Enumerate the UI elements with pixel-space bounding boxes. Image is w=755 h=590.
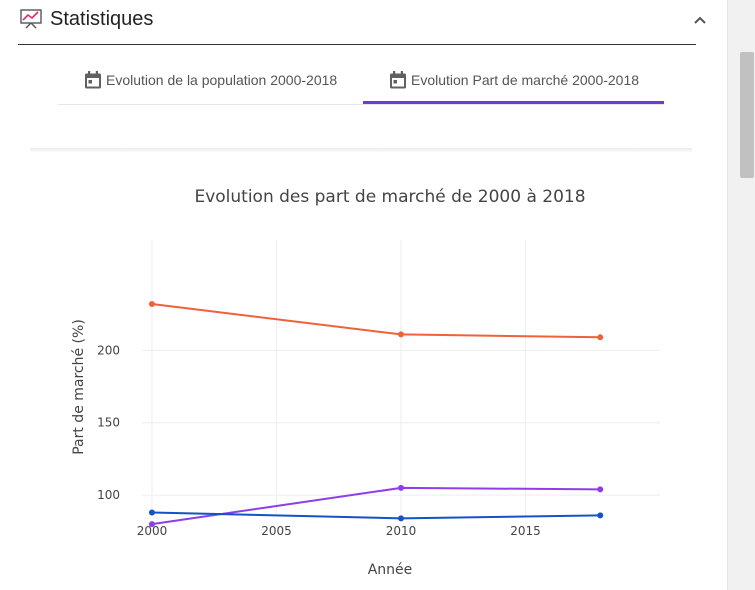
data-point[interactable] (597, 512, 604, 519)
x-tick-label: 2015 (510, 524, 541, 538)
data-point[interactable] (398, 331, 404, 338)
scrollbar-thumb[interactable] (740, 52, 754, 178)
tab-part-de-marche[interactable]: Evolution Part de marché 2000-2018 (388, 58, 639, 102)
y-tick-labels: 100 150 200 (97, 343, 120, 502)
x-tick-labels: 2000 2005 2010 2015 (137, 524, 541, 538)
calendar-icon (85, 71, 101, 89)
chart-tabs: Evolution de la population 2000-2018 Evo… (58, 58, 664, 105)
y-tick-label: 200 (97, 343, 120, 357)
series-line (151, 303, 601, 339)
y-tick-label: 150 (97, 416, 120, 430)
page-scrollbar[interactable] (727, 0, 755, 590)
y-tick-label: 100 (97, 488, 120, 502)
data-point[interactable] (148, 301, 155, 308)
x-tick-label: 2000 (137, 524, 168, 538)
data-point[interactable] (597, 486, 604, 493)
chevron-up-icon[interactable] (690, 10, 710, 30)
calendar-icon (390, 71, 406, 89)
market-share-chart: 2000 2005 2010 2015 100 150 200 Evolution des… (71, 187, 660, 578)
x-axis-label: Année (368, 562, 413, 578)
chart-series (148, 301, 604, 528)
y-axis-label: Part de marché (%) (71, 319, 87, 455)
tab-population[interactable]: Evolution de la population 2000-2018 (83, 58, 337, 102)
section-header: Statistiques (18, 0, 706, 45)
data-point[interactable] (148, 509, 155, 516)
tab-population-label: Evolution de la population 2000-2018 (106, 72, 338, 88)
tab-part-de-marche-label: Evolution Part de marché 2000-2018 (411, 72, 640, 88)
divider (30, 148, 692, 152)
data-point[interactable] (398, 484, 404, 491)
presentation-chart-icon (20, 9, 42, 29)
series-line (151, 511, 601, 520)
x-tick-label: 2010 (386, 524, 417, 538)
active-tab-indicator (363, 101, 664, 104)
data-point[interactable] (597, 334, 604, 341)
data-point[interactable] (398, 515, 404, 522)
data-point[interactable] (148, 521, 155, 528)
x-tick-label: 2005 (261, 524, 292, 538)
chart-title: Evolution des part de marché de 2000 à 2… (194, 187, 585, 207)
section-title: Statistiques (50, 8, 154, 30)
chart-grid (142, 240, 660, 516)
